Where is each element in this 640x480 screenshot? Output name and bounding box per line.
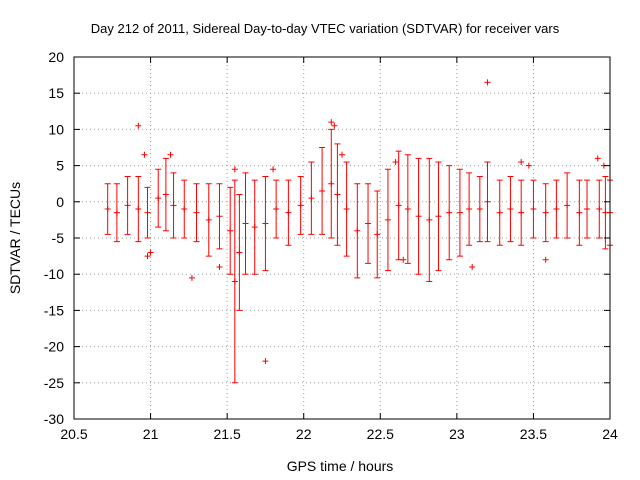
- x-tick-label: 20.5: [60, 426, 87, 442]
- data-point: [530, 206, 537, 213]
- outlier-point: [392, 158, 399, 165]
- outlier-point: [141, 151, 148, 158]
- data-point: [542, 209, 549, 216]
- outlier-point: [339, 151, 345, 158]
- outlier-point: [262, 358, 269, 365]
- x-tick-label: 23.5: [520, 426, 547, 442]
- data-point: [426, 216, 433, 223]
- data-point: [404, 206, 411, 213]
- y-tick-label: 0: [56, 194, 64, 210]
- data-point: [415, 213, 422, 220]
- y-tick-label: 20: [48, 49, 64, 65]
- data-point: [584, 206, 591, 213]
- outlier-point: [518, 158, 525, 165]
- data-point: [251, 224, 258, 231]
- data-point: [507, 206, 514, 213]
- y-axis-label: SDTVAR / TECUs: [7, 182, 23, 294]
- outlier-point: [216, 263, 223, 270]
- grid-lines: [74, 57, 610, 419]
- data-point: [113, 209, 120, 216]
- data-point: [170, 202, 177, 209]
- data-point: [564, 202, 571, 209]
- data-point: [456, 209, 463, 216]
- data-point: [553, 206, 560, 213]
- y-tick-label: -10: [44, 266, 64, 282]
- data-point: [395, 202, 402, 209]
- outlier-point: [328, 119, 335, 126]
- data-point: [319, 187, 326, 194]
- data-point: [262, 220, 269, 227]
- outlier-point: [400, 256, 407, 263]
- outlier-point: [270, 166, 277, 173]
- data-point: [374, 231, 381, 238]
- y-tick-label: -15: [44, 302, 64, 318]
- data-point: [193, 209, 200, 216]
- outlier-point: [144, 253, 151, 260]
- outlier-point: [167, 151, 174, 158]
- tick-labels: 20.5 21 21.5 22 22.5 23 23.5 24 -30 -25 -20 -15 -10 -…: [44, 49, 618, 442]
- data-series: [104, 79, 613, 384]
- data-point: [484, 198, 491, 205]
- outlier-point: [469, 263, 476, 270]
- data-point: [334, 191, 341, 198]
- y-tick-label: -30: [44, 411, 64, 427]
- data-point: [273, 206, 280, 213]
- outlier-point: [331, 122, 338, 129]
- data-point: [135, 206, 142, 213]
- x-tick-label: 21: [143, 426, 159, 442]
- data-point: [354, 227, 361, 234]
- data-point: [328, 180, 335, 187]
- outlier-point: [594, 155, 601, 162]
- data-point: [365, 220, 372, 227]
- data-point: [297, 202, 304, 209]
- outlier-point: [188, 274, 195, 281]
- data-point: [435, 213, 442, 220]
- outlier-point: [231, 166, 238, 173]
- axis-ticks: [73, 56, 611, 420]
- data-point: [162, 191, 169, 198]
- data-point: [242, 220, 249, 227]
- y-tick-label: 15: [48, 85, 64, 101]
- data-point: [496, 209, 503, 216]
- outlier-point: [147, 249, 154, 256]
- data-point: [155, 195, 162, 202]
- y-tick-label: 10: [48, 121, 64, 137]
- data-point: [596, 206, 603, 213]
- data-point: [446, 209, 453, 216]
- data-point: [285, 209, 292, 216]
- data-point: [384, 216, 391, 223]
- data-point: [227, 227, 234, 234]
- data-point: [466, 206, 473, 213]
- outlier-point: [484, 79, 491, 86]
- x-tick-label: 22.5: [367, 426, 394, 442]
- x-tick-label: 23: [449, 426, 465, 442]
- data-point: [181, 206, 188, 213]
- data-point: [144, 209, 151, 216]
- outlier-point: [542, 256, 549, 263]
- x-axis-label: GPS time / hours: [287, 458, 394, 474]
- data-point: [308, 195, 315, 202]
- data-point: [216, 213, 223, 220]
- x-tick-label: 24: [602, 426, 618, 442]
- data-point: [205, 216, 212, 223]
- data-point: [343, 206, 350, 213]
- chart-title: Day 212 of 2011, Sidereal Day-to-day VTE…: [91, 21, 560, 36]
- y-tick-label: -5: [52, 230, 65, 246]
- y-tick-label: 5: [56, 158, 64, 174]
- y-tick-label: -25: [44, 375, 64, 391]
- outlier-point: [135, 122, 142, 129]
- data-point: [124, 202, 131, 209]
- data-point: [236, 249, 243, 256]
- data-point: [518, 209, 525, 216]
- data-point: [231, 278, 238, 285]
- x-tick-label: 21.5: [214, 426, 241, 442]
- x-tick-label: 22: [296, 426, 312, 442]
- outlier-point: [525, 162, 532, 169]
- data-point: [104, 206, 111, 213]
- y-tick-label: -20: [44, 339, 64, 355]
- data-point: [576, 209, 583, 216]
- data-point: [476, 206, 483, 213]
